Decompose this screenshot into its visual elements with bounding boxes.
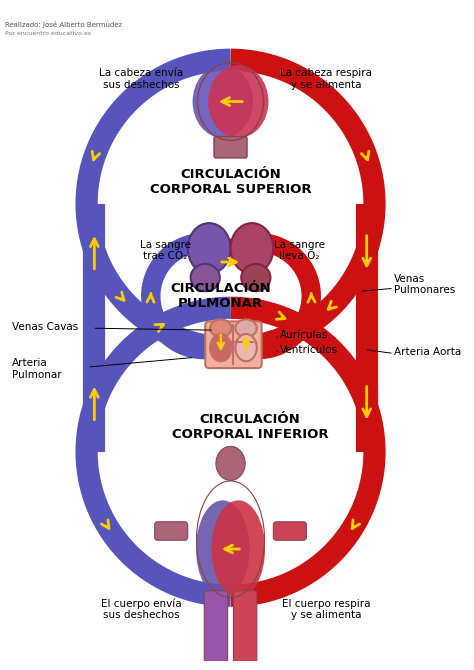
Ellipse shape: [210, 320, 231, 337]
Text: Arteria Aorta: Arteria Aorta: [394, 346, 461, 356]
Text: La sangre
lleva O₂: La sangre lleva O₂: [274, 240, 325, 261]
Text: La sangre
trae CO₂: La sangre trae CO₂: [140, 240, 191, 261]
Ellipse shape: [216, 446, 245, 480]
Text: El cuerpo envía
sus deshechos: El cuerpo envía sus deshechos: [101, 598, 182, 620]
FancyBboxPatch shape: [205, 322, 262, 368]
Text: Aurículas: Aurículas: [280, 330, 328, 340]
FancyBboxPatch shape: [234, 591, 257, 670]
Ellipse shape: [236, 320, 257, 337]
Text: El cuerpo respira
y se alimenta: El cuerpo respira y se alimenta: [282, 598, 370, 620]
Text: Por encuentro.educativo.es: Por encuentro.educativo.es: [5, 31, 91, 36]
Text: Arteria
Pulmonar: Arteria Pulmonar: [12, 358, 61, 380]
Text: La cabeza envía
sus deshechos: La cabeza envía sus deshechos: [99, 68, 183, 90]
Text: CIRCULACIÓN
PULMONAR: CIRCULACIÓN PULMONAR: [171, 282, 271, 310]
Ellipse shape: [236, 334, 257, 361]
Ellipse shape: [188, 223, 230, 274]
Text: Venas Cavas: Venas Cavas: [12, 322, 78, 332]
Ellipse shape: [196, 500, 249, 598]
FancyBboxPatch shape: [214, 137, 247, 158]
FancyBboxPatch shape: [273, 522, 306, 540]
Text: Ventrículos: Ventrículos: [280, 344, 338, 354]
Ellipse shape: [241, 264, 270, 291]
Ellipse shape: [230, 223, 273, 274]
Ellipse shape: [191, 264, 220, 291]
Text: La cabeza respira
y se alimenta: La cabeza respira y se alimenta: [280, 68, 372, 90]
Ellipse shape: [192, 65, 253, 138]
Ellipse shape: [208, 65, 268, 138]
Ellipse shape: [211, 500, 265, 598]
FancyBboxPatch shape: [155, 522, 188, 540]
Text: Realizado: José Alberto Bermúdez: Realizado: José Alberto Bermúdez: [5, 21, 122, 28]
Text: CIRCULACIÓN
CORPORAL SUPERIOR: CIRCULACIÓN CORPORAL SUPERIOR: [150, 168, 311, 196]
FancyBboxPatch shape: [204, 591, 228, 670]
Ellipse shape: [210, 334, 231, 361]
Text: Venas
Pulmonares: Venas Pulmonares: [394, 273, 455, 295]
Text: CIRCULACIÓN
CORPORAL INFERIOR: CIRCULACIÓN CORPORAL INFERIOR: [172, 413, 328, 442]
